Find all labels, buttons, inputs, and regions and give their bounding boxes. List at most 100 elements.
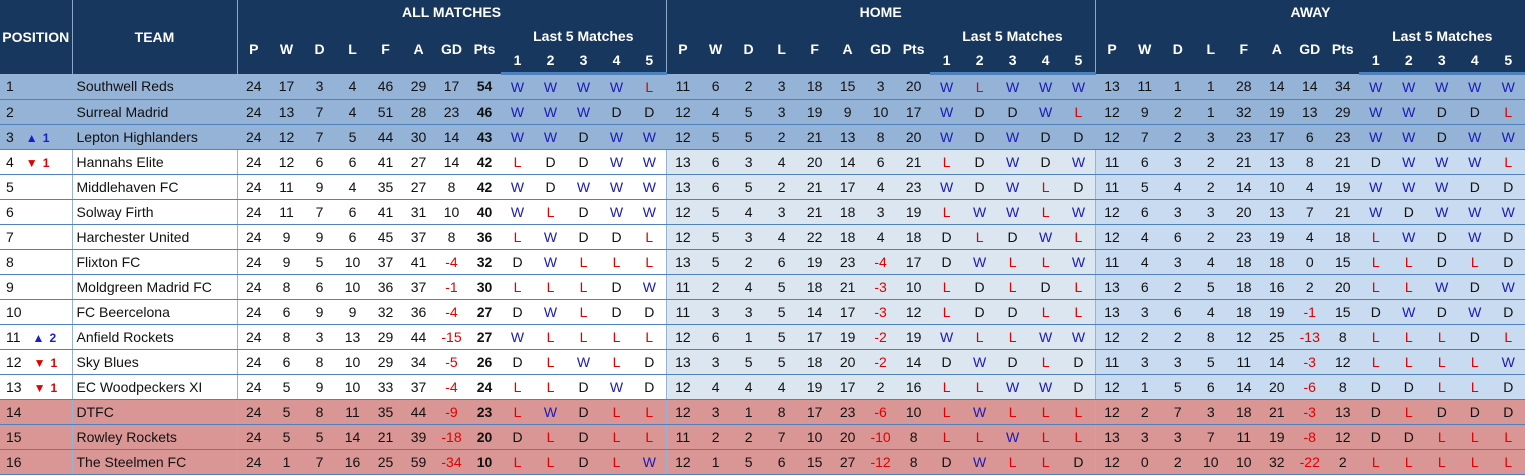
home-last5-header: Last 5 Matches [930, 24, 1096, 48]
all-d: 6 [303, 149, 336, 175]
team-name[interactable]: Moldgreen Madrid FC [72, 274, 238, 300]
table-row[interactable]: 13 ▼ 1 EC Woodpeckers XI 24 5 9 10 33 37 -4 24 L L D W D… [0, 374, 1525, 400]
position-header[interactable]: POSITION [0, 0, 72, 74]
position-number: 8 [6, 254, 14, 270]
table-row[interactable]: 4 ▼ 1 Hannahs Elite 24 12 6 6 41 27 14 42 L D D W W 13 6 3 4… [0, 149, 1525, 175]
table-row[interactable]: 2 Surreal Madrid 24 13 7 4 51 28 23 46 W W W D D 12 4 5 3 1… [0, 99, 1525, 125]
table-row[interactable]: 5 Middlehaven FC 24 11 9 4 35 27 8 42 W D W W W 13 6 5 2 21… [0, 174, 1525, 200]
table-row[interactable]: 15 Rowley Rockets 24 5 5 14 21 39 -18 20 D L D L L 11 2 2… [0, 424, 1525, 450]
table-row[interactable]: 14 DTFC 24 5 8 11 35 44 -9 23 L W D L L 12 3 1 8 17 23 -6 10 L W… [0, 399, 1525, 425]
all-matches-col-l[interactable]: L [336, 24, 369, 74]
home-col-w[interactable]: W [699, 24, 733, 74]
away-f: 23 [1227, 124, 1261, 150]
all-f: 46 [369, 73, 402, 100]
away-f: 23 [1227, 224, 1261, 250]
home-form-result: W [1062, 73, 1096, 100]
away-pts: 15 [1326, 249, 1360, 275]
table-row[interactable]: 11 ▲ 2 Anfield Rockets 24 8 3 13 29 44 -15 27 W L L L L 1… [0, 324, 1525, 350]
home-pts: 23 [897, 174, 931, 200]
home-form-result: W [1062, 324, 1096, 350]
away-col-pts[interactable]: Pts [1326, 24, 1360, 74]
arrow-down-icon: ▼ [33, 381, 46, 395]
all-matches-col-d[interactable]: D [303, 24, 336, 74]
home-col-f[interactable]: F [798, 24, 832, 74]
table-row[interactable]: 7 Harchester United 24 9 9 6 45 37 8 36 L W D D L 12 5 3 4… [0, 224, 1525, 250]
all-gd: 17 [435, 73, 468, 100]
table-row[interactable]: 6 Solway Firth 24 11 7 6 41 31 10 40 W L D W W 12 5 4 3 21 1… [0, 199, 1525, 225]
home-col-pts[interactable]: Pts [897, 24, 931, 74]
team-header[interactable]: TEAM [71, 0, 237, 74]
home-form-result: W [1029, 224, 1063, 250]
away-w: 1 [1128, 374, 1162, 400]
all-form-result: L [501, 399, 534, 425]
home-l: 8 [765, 399, 799, 425]
away-col-p[interactable]: P [1094, 24, 1129, 74]
table-row[interactable]: 9 Moldgreen Madrid FC 24 8 6 10 36 37 -1 30 L L L D W 1… [0, 274, 1525, 300]
team-name[interactable]: Lepton Highlanders [72, 124, 238, 150]
home-pts: 14 [897, 349, 931, 375]
table-row[interactable]: 12 ▼ 1 Sky Blues 24 6 8 10 29 34 -5 26 D L W L D 13 3 5 5 18 2… [0, 349, 1525, 375]
all-form-result: L [501, 224, 534, 250]
home-p: 13 [665, 249, 700, 275]
all-matches-col-a[interactable]: A [402, 24, 435, 74]
away-form-result: D [1458, 324, 1492, 350]
team-name[interactable]: Solway Firth [72, 199, 238, 225]
all-matches-col-p[interactable]: P [236, 24, 270, 74]
all-pts: 24 [468, 374, 501, 400]
home-col-a[interactable]: A [831, 24, 865, 74]
team-name[interactable]: FC Beercelona [72, 299, 238, 325]
team-name[interactable]: Southwell Reds [72, 73, 238, 100]
away-form-result: D [1392, 374, 1426, 400]
all-form-result: L [600, 399, 633, 425]
header-row-sections: POSITION TEAM ALL MATCHES HOME AWAY [0, 0, 1525, 74]
team-name[interactable]: Sky Blues [72, 349, 238, 375]
home-form-result: L [1029, 424, 1063, 450]
away-col-w[interactable]: W [1128, 24, 1162, 74]
all-matches-col-pts[interactable]: Pts [468, 24, 501, 74]
away-col-d[interactable]: D [1161, 24, 1195, 74]
home-f: 21 [798, 199, 832, 225]
home-col-gd[interactable]: GD [864, 24, 898, 74]
away-form-result: L [1491, 149, 1525, 175]
away-col-a[interactable]: A [1260, 24, 1294, 74]
position-cell: 3 ▲ 1 [0, 124, 73, 150]
team-name[interactable]: Surreal Madrid [72, 99, 238, 125]
team-name[interactable]: Rowley Rockets [72, 424, 238, 450]
team-name[interactable]: EC Woodpeckers XI [72, 374, 238, 400]
away-col-gd[interactable]: GD [1293, 24, 1327, 74]
home-col-p[interactable]: P [665, 24, 700, 74]
all-f: 35 [369, 399, 402, 425]
team-name[interactable]: Flixton FC [72, 249, 238, 275]
table-row[interactable]: 3 ▲ 1 Lepton Highlanders 24 12 7 5 44 30 14 43 W W D W W… [0, 124, 1525, 150]
all-matches-col-gd[interactable]: GD [435, 24, 468, 74]
team-name[interactable]: Harchester United [72, 224, 238, 250]
all-matches-col-w[interactable]: W [270, 24, 303, 74]
team-name[interactable]: Hannahs Elite [72, 149, 238, 175]
position-cell: 1 [0, 73, 73, 100]
table-row[interactable]: 1 Southwell Reds 24 17 3 4 46 29 17 54 W W W W L 11 6 2 3 1… [0, 73, 1525, 100]
all-f: 37 [369, 249, 402, 275]
team-name[interactable]: The Steelmen FC [72, 449, 238, 475]
table-row[interactable]: 10 FC Beercelona 24 6 9 9 32 36 -4 27 D W L D D 11 3 3 5 14… [0, 299, 1525, 325]
all-pts: 10 [468, 449, 501, 475]
away-col-f[interactable]: F [1227, 24, 1261, 74]
away-col-l[interactable]: L [1194, 24, 1228, 74]
home-form-result: L [1029, 449, 1063, 475]
home-col-d[interactable]: D [732, 24, 766, 74]
home-col-l[interactable]: L [765, 24, 799, 74]
all-form-result: D [567, 374, 600, 400]
team-name[interactable]: DTFC [72, 399, 238, 425]
away-p: 12 [1094, 99, 1129, 125]
away-w: 3 [1128, 299, 1162, 325]
home-form-result: L [930, 399, 964, 425]
away-d: 3 [1161, 249, 1195, 275]
table-row[interactable]: 16 The Steelmen FC 24 1 7 16 25 59 -34 10 L L D L W 12 1… [0, 449, 1525, 475]
all-matches-col-f[interactable]: F [369, 24, 402, 74]
all-form-result: W [534, 224, 567, 250]
away-f: 18 [1227, 299, 1261, 325]
table-row[interactable]: 8 Flixton FC 24 9 5 10 37 41 -4 32 D W L L L 13 5 2 6 19 23-… [0, 249, 1525, 275]
team-name[interactable]: Anfield Rockets [72, 324, 238, 350]
all-p: 24 [236, 374, 270, 400]
arrow-down-icon: ▼ [33, 356, 46, 370]
team-name[interactable]: Middlehaven FC [72, 174, 238, 200]
